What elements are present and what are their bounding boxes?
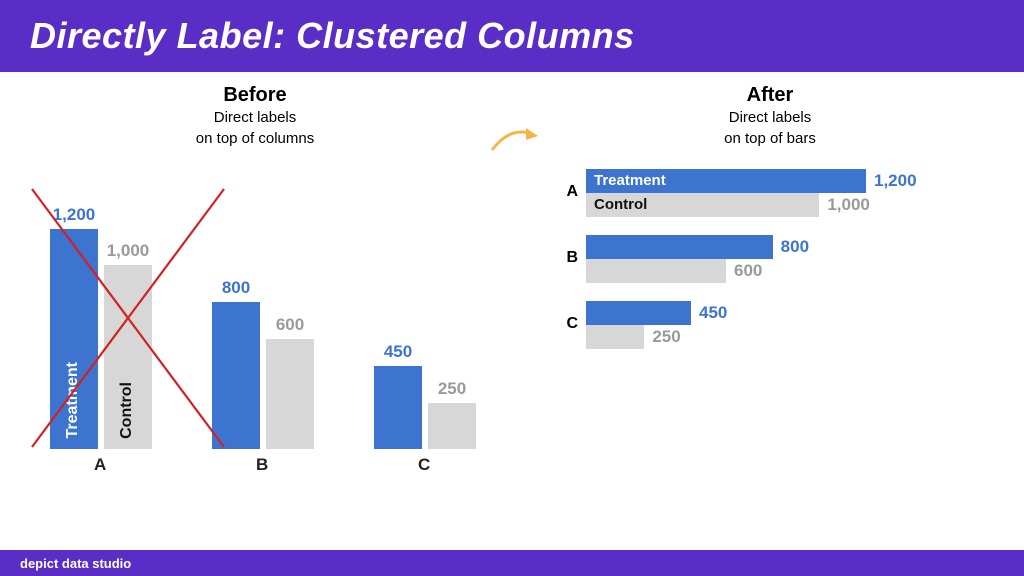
column-control [266,339,314,449]
before-panel: Before Direct labels on top of columns 1… [40,84,470,479]
column-value-label: 450 [368,342,428,362]
category-label: C [560,301,586,333]
bar-value-label: 450 [699,303,727,323]
bar-control [586,259,726,283]
after-panel: After Direct labels on top of bars ATrea… [560,84,980,367]
footer-bar: depict data studio [0,550,1024,576]
before-subtitle-2: on top of columns [40,130,470,149]
bar-value-label: 600 [734,261,762,281]
after-subtitle-1: Direct labels [560,109,980,128]
bar-value-label: 250 [652,327,680,347]
bar-control [586,325,644,349]
bar-value-label: 800 [781,237,809,257]
cross-out-icon [24,177,234,467]
column-treatment [374,366,422,449]
bar-value-label: 1,200 [874,171,917,191]
bar-group: ATreatment 1,200 Control 1,000 [560,169,980,217]
category-label: B [560,235,586,267]
page-title: Directly Label: Clustered Columns [30,15,635,57]
column-value-label: 600 [260,315,320,335]
category-label: B [256,455,268,475]
after-title: After [560,84,980,107]
before-column-chart: 1,2001,000TreatmentControlA800600B450250… [40,169,470,479]
arrow-icon [486,120,546,160]
category-label: C [418,455,430,475]
before-title: Before [40,84,470,107]
bar-treatment: Treatment [586,169,866,193]
after-subtitle-2: on top of bars [560,130,980,149]
bar-group: C 450 250 [560,301,980,349]
bar-treatment [586,301,691,325]
bar-group: B 800 600 [560,235,980,283]
bar-control: Control [586,193,819,217]
header-bar: Directly Label: Clustered Columns [0,0,1024,72]
footer-text: depict data studio [20,556,131,571]
content-area: Before Direct labels on top of columns 1… [0,72,1024,550]
column-control [428,403,476,449]
after-bar-chart: ATreatment 1,200 Control 1,000 B 800 600 C 450 25… [560,169,980,349]
bar-value-label: 1,000 [827,195,870,215]
column-value-label: 250 [422,379,482,399]
before-subtitle-1: Direct labels [40,109,470,128]
category-label: A [560,169,586,201]
bar-treatment [586,235,773,259]
